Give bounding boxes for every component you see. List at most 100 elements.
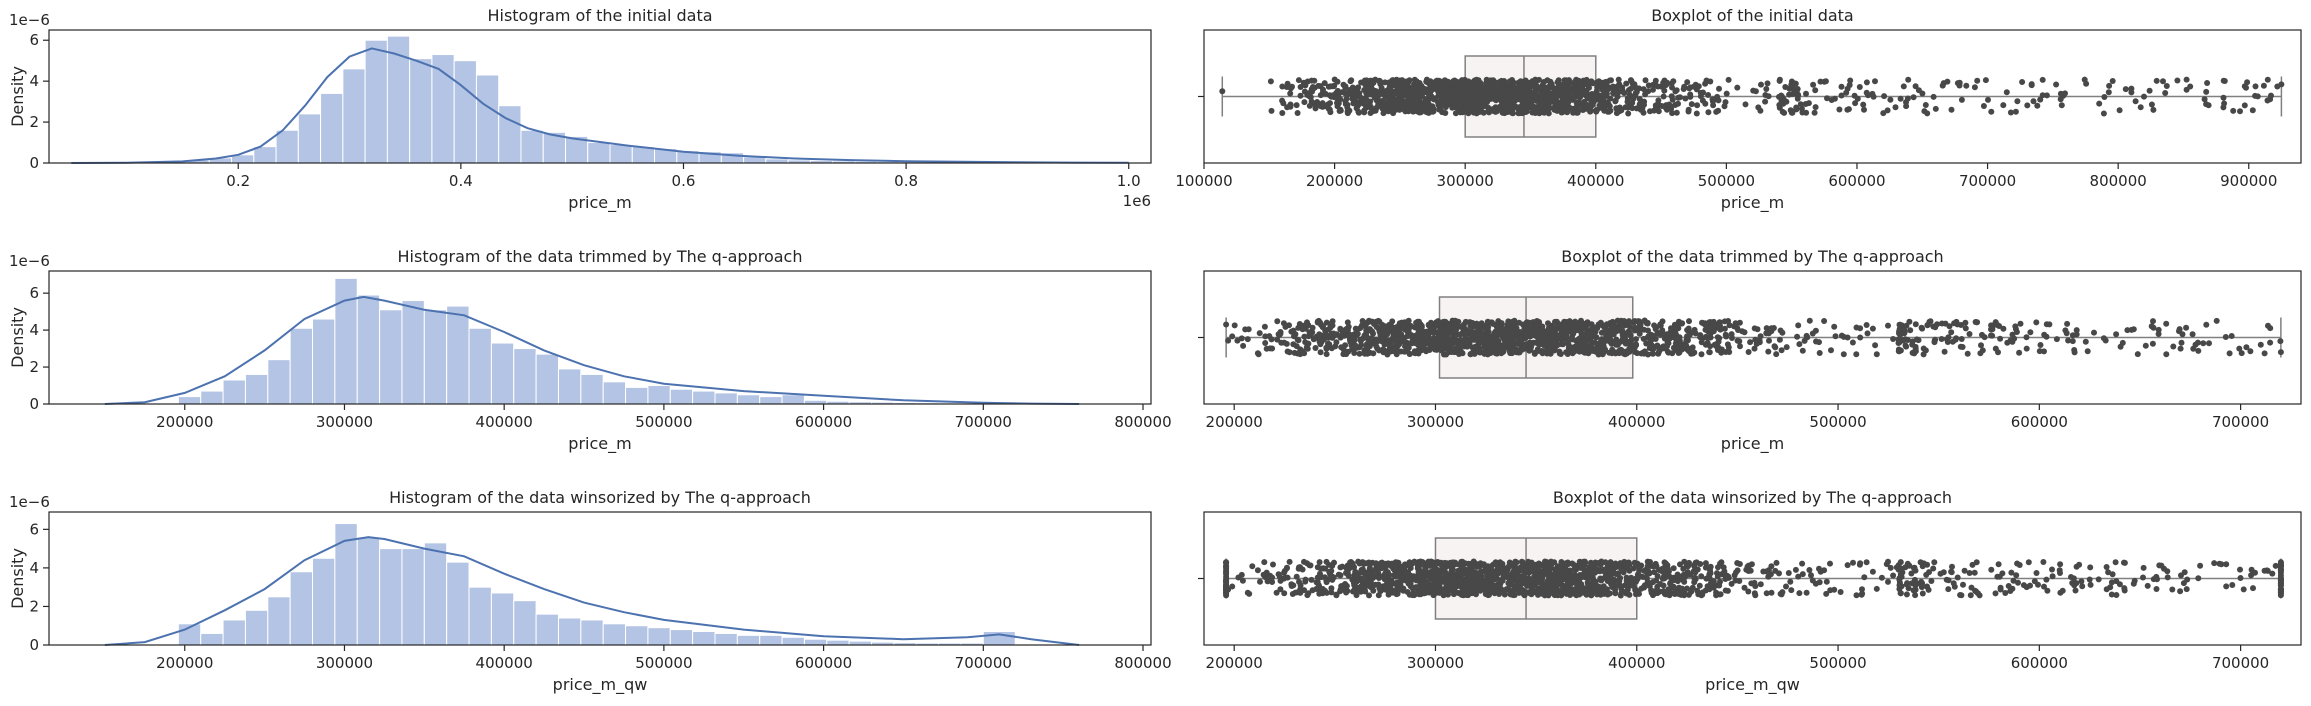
strip-point [1564,339,1571,346]
subplot-6: Boxplot of the data winsorized by The q-… [1198,488,2302,695]
strip-point [1539,107,1546,114]
strip-point [1303,344,1310,351]
strip-point [1489,83,1496,90]
strip-point [1715,97,1722,104]
strip-point [1688,101,1695,108]
strip-point [1398,348,1405,355]
x-tick-label: 700000 [2212,413,2269,431]
strip-point [1698,351,1705,358]
strip-point [1706,349,1713,356]
strip-point [1425,322,1432,329]
strip-point [1470,331,1476,338]
y-tick-label: 0 [29,395,39,413]
histogram-bar [431,54,455,164]
histogram-bar [453,60,477,164]
strip-point [1288,328,1295,335]
strip-point [2163,320,2170,327]
strip-point [1536,101,1543,108]
strip-point [1531,350,1538,357]
strip-point [1539,573,1546,580]
strip-point [1309,587,1316,594]
strip-point [1570,561,1577,568]
strip-point [1517,564,1524,571]
strip-point [2037,342,2044,348]
strip-point [1387,579,1394,586]
strip-point [1407,565,1414,572]
subplot-title: Boxplot of the data winsorized by The q-… [1553,488,1952,507]
strip-point [1494,350,1500,357]
strip-point [1527,565,1534,572]
strip-point [1604,561,1611,568]
strip-point [1753,340,1760,347]
strip-point [1269,579,1276,585]
y-offset-label: 1e−6 [9,11,50,29]
strip-point [1459,109,1466,116]
strip-point [1631,327,1638,334]
strip-point [2213,317,2220,324]
strip-point [2260,82,2267,89]
strip-point [1629,99,1636,106]
strip-point [2241,83,2248,90]
strip-point [1451,103,1458,110]
strip-point [1493,97,1499,104]
strip-point [2069,332,2076,339]
strip-point [1283,565,1290,572]
histogram-bar [513,348,537,405]
strip-point [1277,577,1284,584]
strip-point [1609,566,1615,573]
strip-point [1650,86,1656,93]
strip-point [1329,83,1336,90]
strip-point [1472,585,1479,592]
strip-point [1327,100,1333,107]
strip-point [1363,573,1370,580]
histogram-bar [580,373,604,405]
x-tick-label: 400000 [476,654,533,672]
strip-point [1602,327,1609,334]
strip-point [1514,104,1521,111]
x-axis-label: price_m [568,434,631,454]
strip-point [1347,338,1354,345]
strip-point [1595,82,1601,89]
strip-point [1418,345,1425,352]
strip-point [1895,346,1902,353]
strip-point [1532,110,1539,116]
strip-point [1351,333,1358,340]
strip-point [1651,569,1658,576]
y-tick-label: 0 [29,154,39,172]
strip-point [1808,572,1814,579]
strip-point [1223,321,1230,328]
strip-point [1910,94,1917,101]
strip-point [1240,342,1247,349]
y-tick-label: 4 [29,72,39,90]
strip-point [1493,336,1500,343]
strip-point [2162,90,2169,96]
strip-point [2222,334,2229,340]
strip-point [1465,78,1472,85]
histogram-bar [342,68,366,164]
strip-point [1710,102,1717,109]
strip-point [1612,98,1619,105]
strip-point [1327,324,1334,331]
x-tick-label: 200000 [1206,413,1263,431]
strip-point [1249,563,1256,570]
strip-point [1804,334,1811,341]
strip-point [1395,98,1402,105]
strip-point [1705,92,1712,98]
strip-point [1441,318,1448,325]
strip-point [1772,567,1779,574]
strip-point [1521,345,1528,352]
strip-point [2060,92,2067,99]
x-tick-label: 400000 [1608,413,1665,431]
strip-point [1487,335,1494,342]
strip-point [1676,334,1683,341]
x-tick-label: 0.8 [894,172,918,190]
strip-point [1469,95,1476,102]
strip-point [1302,82,1309,89]
strip-point [2153,77,2160,84]
histogram-bar [765,158,789,164]
x-axis-label: price_m [1721,193,1784,213]
strip-point [1896,339,1903,346]
strip-point [2019,79,2026,85]
strip-point [1283,84,1290,90]
strip-point [1922,102,1929,108]
